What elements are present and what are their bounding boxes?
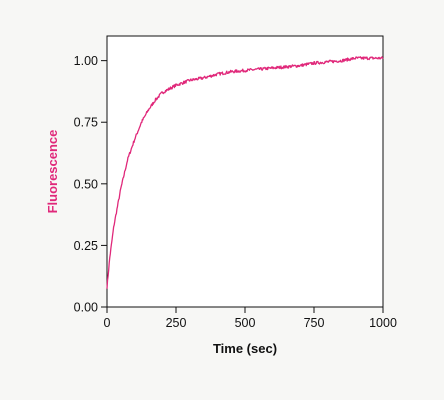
y-tick-label: 1.00 [74, 54, 98, 68]
x-tick-label: 250 [166, 316, 187, 330]
plot-area [106, 35, 384, 308]
plot-frame [106, 35, 384, 308]
x-axis-title: Time (sec) [213, 341, 277, 356]
y-tick-label: 0.50 [74, 177, 98, 191]
ticks-layer: 0 250 500 750 1000 0.00 0.25 0.50 0.75 1.00 [74, 54, 397, 330]
x-tick-label: 0 [104, 316, 111, 330]
y-tick-label: 0.75 [74, 116, 98, 130]
y-tick-label: 0.25 [74, 239, 98, 253]
fluorescence-series-line [106, 56, 384, 289]
x-tick-label: 500 [235, 316, 256, 330]
y-tick-label: 0.00 [74, 301, 98, 315]
y-axis-title: Fluorescence [45, 130, 60, 214]
x-tick-label: 750 [304, 316, 325, 330]
x-tick-label: 1000 [369, 316, 397, 330]
series-layer [106, 56, 384, 289]
